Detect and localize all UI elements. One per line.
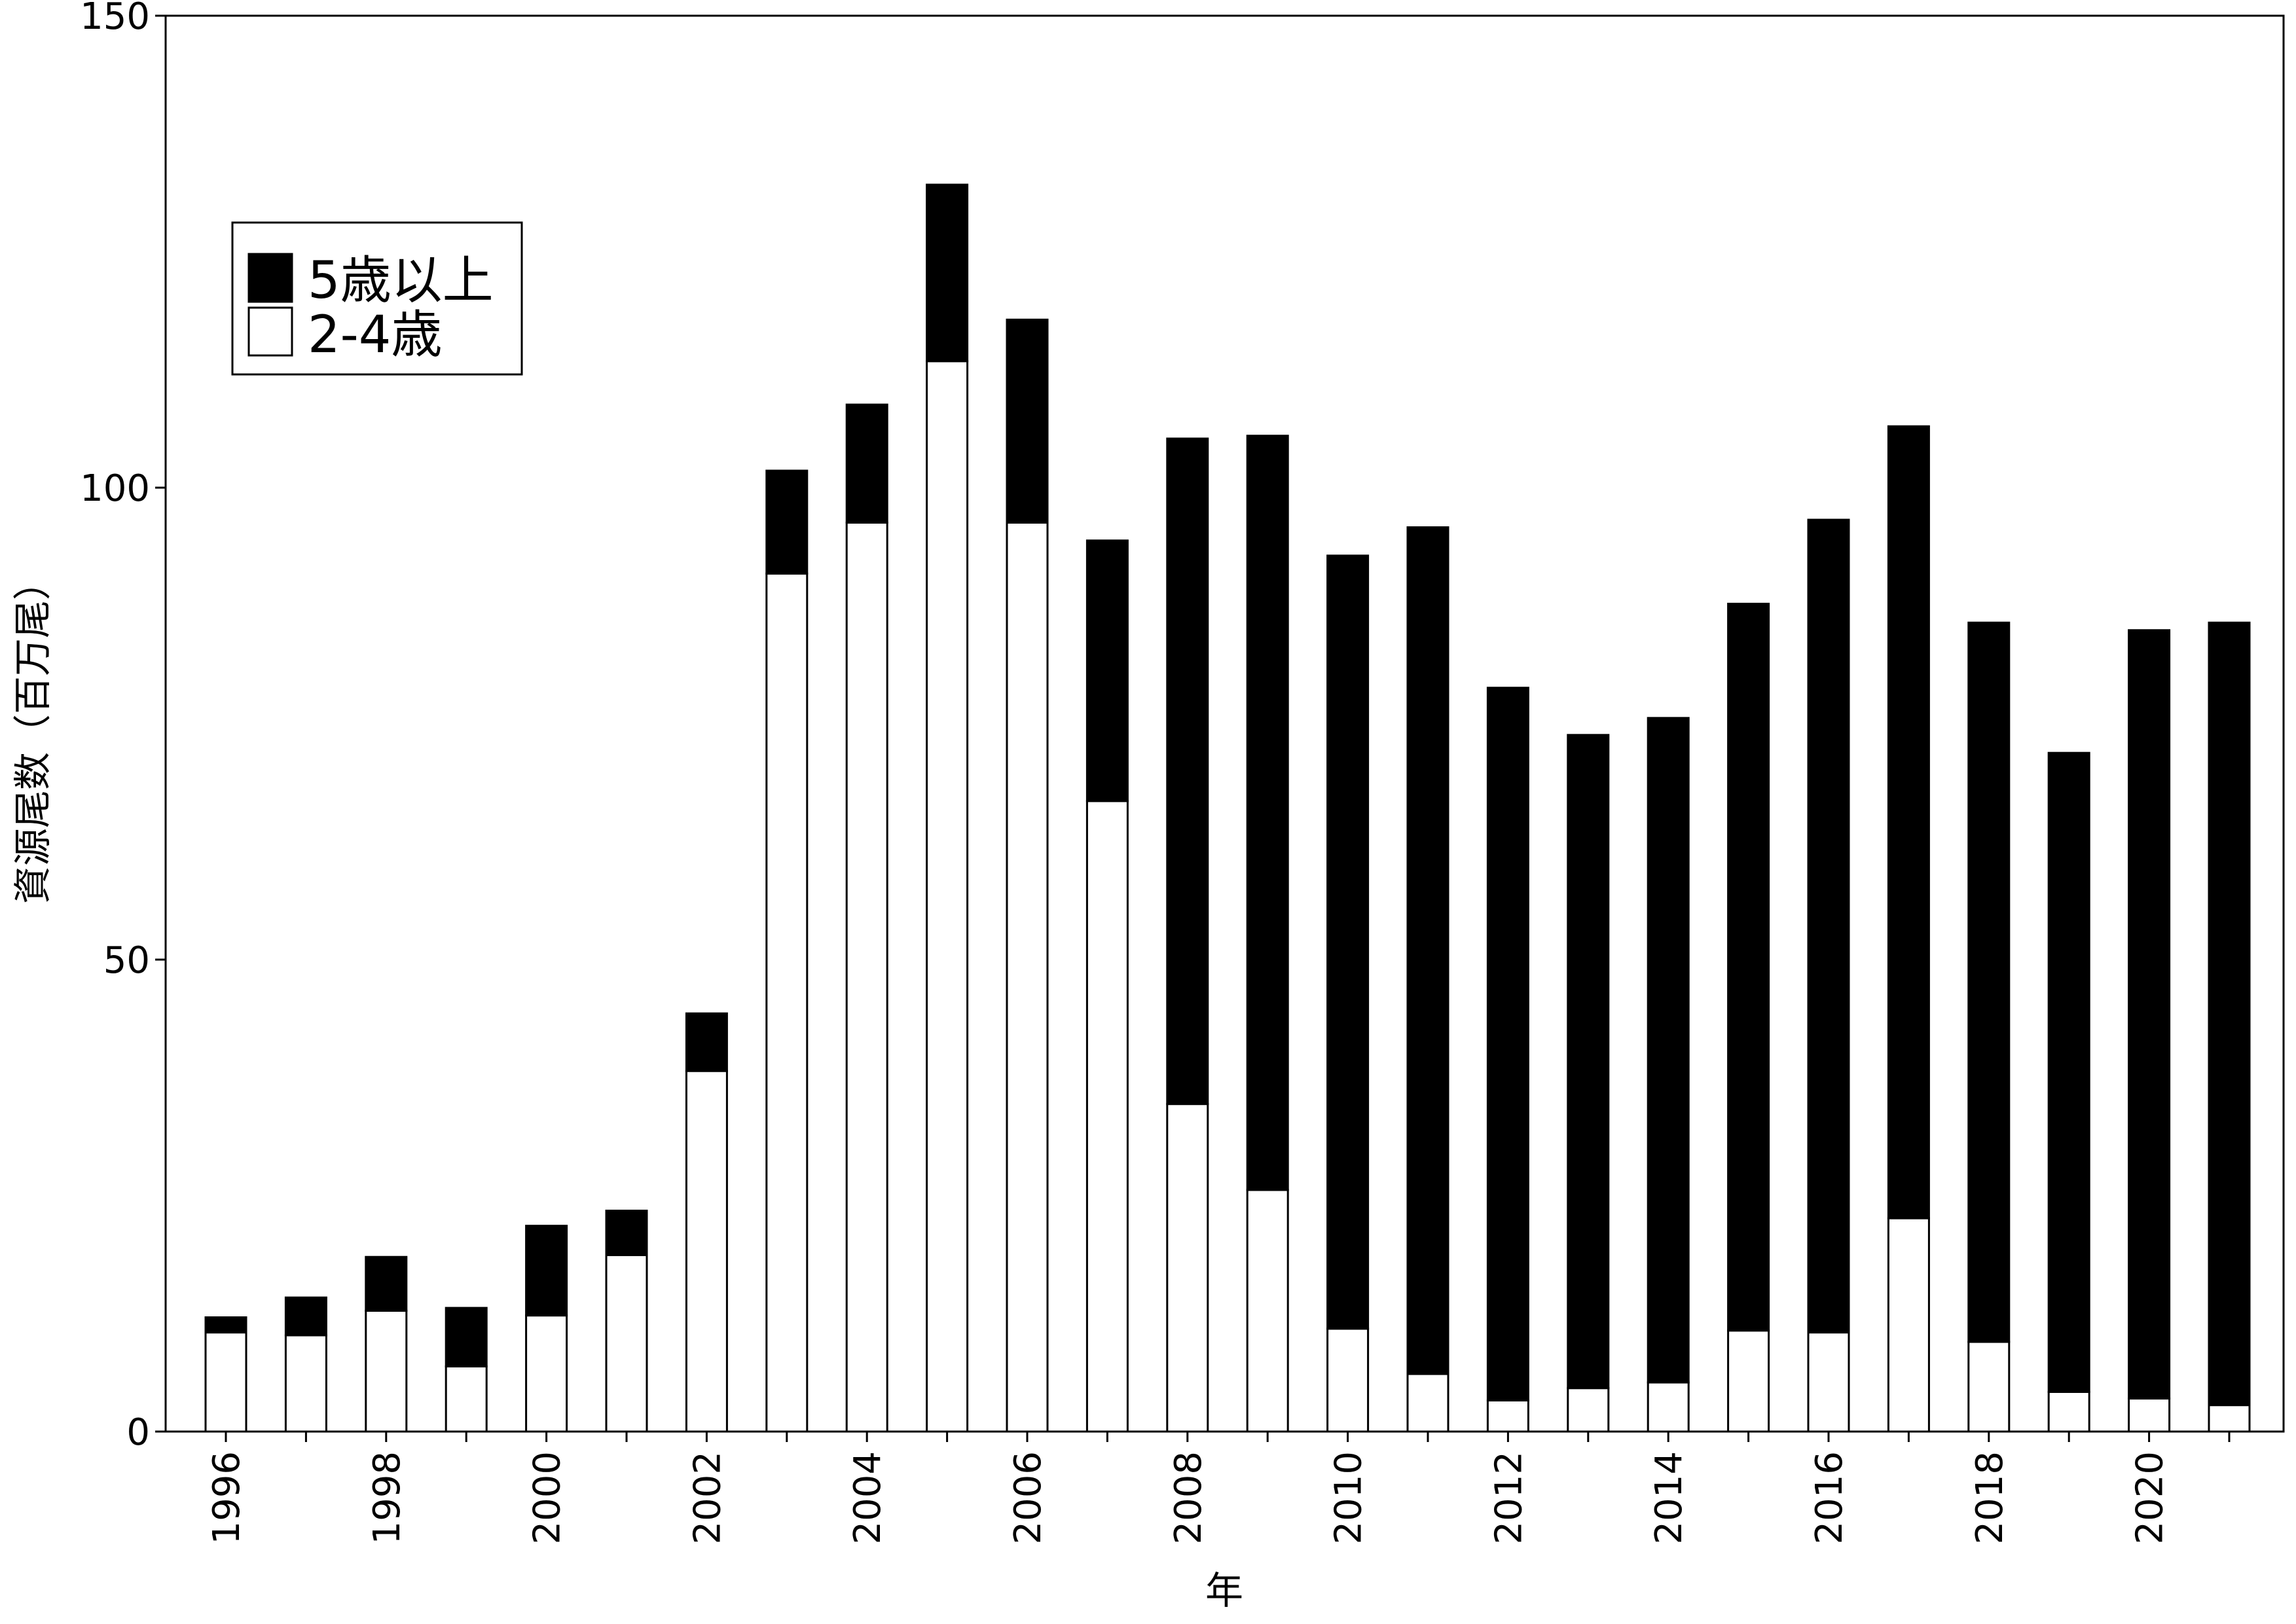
y-axis-title: 資源尾数（百万尾） (10, 562, 55, 904)
bar-5plus-2015 (1727, 602, 1770, 1332)
bar-2-4-2020 (2128, 1398, 2171, 1433)
bar-2-4-1998 (365, 1309, 408, 1433)
x-tick-label-2000: 2000 (526, 1451, 569, 1545)
bar-5plus-2001 (605, 1210, 648, 1256)
bar-5plus-1996 (204, 1316, 247, 1334)
bar-5plus-2005 (926, 183, 969, 363)
bar-2-4-2000 (525, 1314, 568, 1433)
bar-5plus-2012 (1486, 687, 1529, 1401)
bar-2-4-2018 (1967, 1341, 2011, 1433)
bar-5plus-1997 (284, 1296, 327, 1337)
bar-5plus-1999 (445, 1307, 488, 1368)
bar-2-4-2012 (1486, 1399, 1529, 1433)
bar-5plus-2020 (2128, 629, 2171, 1400)
bar-2-4-2016 (1807, 1331, 1850, 1433)
bar-5plus-2014 (1647, 717, 1690, 1384)
bar-2-4-2010 (1326, 1327, 1370, 1433)
bar-5plus-2013 (1567, 734, 1610, 1390)
x-tick-label-2004: 2004 (847, 1451, 889, 1545)
x-tick-label-2014: 2014 (1648, 1451, 1690, 1545)
x-tick-label-2008: 2008 (1167, 1451, 1210, 1545)
x-tick-label-1998: 1998 (366, 1451, 409, 1545)
y-axis: 0 50 100 150 (80, 0, 166, 1454)
bar-2-4-1999 (445, 1365, 488, 1433)
bar-5plus-2000 (525, 1225, 568, 1317)
bar-2-4-2013 (1567, 1387, 1610, 1433)
legend-swatch-2-4 (247, 306, 293, 357)
bar-5plus-2010 (1326, 554, 1370, 1330)
bar-5plus-2017 (1887, 425, 1930, 1219)
bar-2-4-2007 (1085, 800, 1129, 1433)
bar-2-4-2003 (765, 572, 809, 1433)
legend: 5歳以上 2-4歳 (231, 221, 523, 376)
bar-2-4-2009 (1246, 1189, 1289, 1433)
bars-group (204, 183, 2251, 1433)
y-tick-label-100: 100 (80, 467, 150, 510)
bar-5plus-2016 (1807, 518, 1850, 1334)
bar-5plus-2007 (1085, 539, 1129, 803)
legend-swatch-5plus (247, 253, 293, 303)
bar-2-4-2002 (685, 1070, 728, 1433)
bar-5plus-2008 (1166, 437, 1209, 1106)
bar-5plus-2021 (2208, 621, 2251, 1407)
bar-5plus-2003 (765, 469, 809, 575)
x-tick-label-2010: 2010 (1328, 1451, 1370, 1545)
x-tick-label-2012: 2012 (1487, 1451, 1530, 1545)
x-tick-label-2020: 2020 (2129, 1451, 2172, 1545)
bar-2-4-1997 (284, 1334, 327, 1433)
bar-2-4-2008 (1166, 1103, 1209, 1433)
y-tick-label-0: 0 (126, 1411, 150, 1454)
x-tick-label-2002: 2002 (686, 1451, 729, 1545)
x-axis: 1996 1998 2000 2002 2004 2006 2008 2010 2012 2014… (206, 1432, 2231, 1545)
y-tick-label-150: 150 (80, 0, 150, 38)
x-tick-label-2018: 2018 (1969, 1451, 2011, 1545)
legend-label-5plus: 5歳以上 (308, 251, 494, 310)
bar-2-4-2021 (2208, 1404, 2251, 1433)
bar-5plus-2018 (1967, 621, 2011, 1343)
x-axis-title: 年 (1205, 1568, 1243, 1613)
bar-5plus-2019 (2047, 751, 2090, 1393)
bar-2-4-2019 (2047, 1390, 2090, 1433)
bar-2-4-2015 (1727, 1329, 1770, 1433)
legend-label-2-4: 2-4歳 (308, 306, 442, 365)
x-tick-label-2016: 2016 (1808, 1451, 1851, 1545)
bar-2-4-2017 (1887, 1217, 1930, 1433)
x-tick-label-1996: 1996 (206, 1451, 248, 1545)
bar-2-4-1996 (204, 1331, 247, 1433)
bar-2-4-2005 (926, 360, 969, 1433)
bar-2-4-2001 (605, 1254, 648, 1433)
bar-5plus-2002 (685, 1012, 728, 1072)
bar-2-4-2006 (1006, 521, 1049, 1433)
bar-2-4-2004 (845, 521, 888, 1433)
bar-5plus-2004 (845, 403, 888, 524)
bar-2-4-2014 (1647, 1381, 1690, 1433)
x-tick-label-2006: 2006 (1007, 1451, 1049, 1545)
plot-area-frame (164, 14, 2285, 1433)
y-tick-label-50: 50 (103, 939, 150, 982)
bar-2-4-2011 (1406, 1373, 1449, 1433)
bar-5plus-2009 (1246, 435, 1289, 1191)
bar-5plus-2011 (1406, 526, 1449, 1375)
bar-5plus-2006 (1006, 318, 1049, 524)
bar-5plus-1998 (365, 1255, 408, 1312)
